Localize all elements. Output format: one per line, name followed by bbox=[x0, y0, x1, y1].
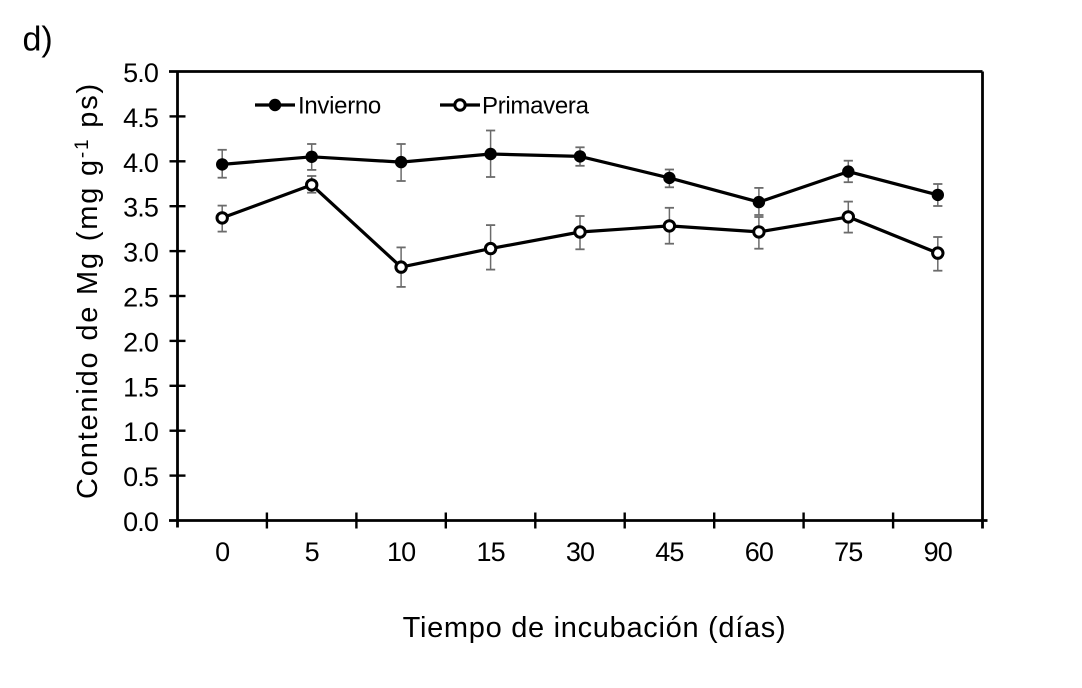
svg-text:45: 45 bbox=[655, 537, 683, 567]
svg-text:Primavera: Primavera bbox=[482, 93, 590, 120]
svg-text:1.0: 1.0 bbox=[123, 417, 158, 447]
svg-text:3.5: 3.5 bbox=[123, 193, 158, 223]
svg-text:4.0: 4.0 bbox=[123, 148, 158, 178]
svg-text:Tiempo de incubación (días): Tiempo de incubación (días) bbox=[403, 612, 787, 644]
svg-text:75: 75 bbox=[834, 537, 862, 567]
svg-text:90: 90 bbox=[924, 537, 952, 567]
svg-text:10: 10 bbox=[387, 537, 415, 567]
svg-text:4.5: 4.5 bbox=[123, 103, 158, 133]
svg-text:30: 30 bbox=[566, 537, 594, 567]
svg-text:d): d) bbox=[23, 21, 53, 59]
svg-text:0: 0 bbox=[215, 537, 229, 567]
svg-text:3.0: 3.0 bbox=[123, 238, 158, 268]
svg-text:15: 15 bbox=[476, 537, 504, 567]
svg-text:Invierno: Invierno bbox=[298, 93, 381, 120]
svg-text:0.0: 0.0 bbox=[123, 507, 158, 537]
svg-text:5.0: 5.0 bbox=[123, 58, 158, 88]
svg-text:60: 60 bbox=[745, 537, 773, 567]
svg-text:1.5: 1.5 bbox=[123, 372, 158, 402]
svg-text:2.5: 2.5 bbox=[123, 283, 158, 313]
svg-text:5: 5 bbox=[305, 537, 319, 567]
svg-text:2.0: 2.0 bbox=[123, 327, 158, 357]
svg-text:0.5: 0.5 bbox=[123, 462, 158, 492]
